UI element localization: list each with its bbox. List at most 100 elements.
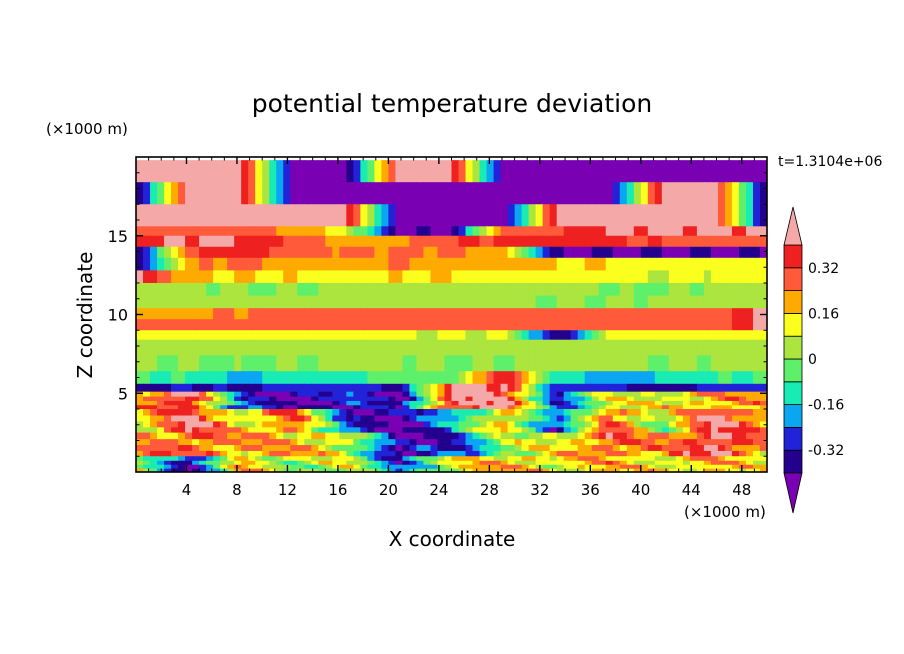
contour-cell <box>262 235 270 248</box>
contour-cell <box>325 330 333 341</box>
contour-cell <box>402 270 411 284</box>
contour-cell <box>528 450 537 457</box>
contour-cell <box>458 371 467 385</box>
contour-cell <box>472 270 481 284</box>
contour-cell <box>171 456 179 461</box>
contour-cell <box>647 283 656 297</box>
contour-cell <box>542 426 551 434</box>
contour-cell <box>584 160 593 172</box>
contour-cell <box>465 391 474 397</box>
contour-cell <box>297 383 305 393</box>
contour-cell <box>276 456 284 461</box>
contour-cell <box>150 235 158 248</box>
contour-cell <box>143 456 151 461</box>
contour-cell <box>255 391 263 397</box>
contour-cell <box>647 171 656 183</box>
contour-cell <box>724 438 733 446</box>
contour-cell <box>654 383 663 393</box>
contour-cell <box>724 283 733 297</box>
contour-cell <box>227 468 235 472</box>
contour-cell <box>409 193 418 205</box>
contour-cell <box>591 371 600 385</box>
contour-cell <box>199 226 207 237</box>
contour-cell <box>143 204 151 216</box>
contour-cell <box>423 171 432 183</box>
contour-cell <box>437 355 446 372</box>
contour-cell <box>675 371 684 385</box>
contour-cell <box>542 464 551 469</box>
contour-cell <box>738 246 747 259</box>
contour-cell <box>346 193 354 205</box>
contour-cell <box>269 171 277 183</box>
contour-cell <box>136 160 144 172</box>
contour-cell <box>745 160 754 172</box>
contour-cell <box>647 308 656 320</box>
contour-cell <box>325 464 333 469</box>
contour-cell <box>381 204 389 216</box>
contour-cell <box>262 426 270 434</box>
contour-cell <box>542 339 551 357</box>
contour-cell <box>689 371 698 385</box>
contour-cell <box>185 171 193 183</box>
contour-cell <box>409 339 418 357</box>
contour-cell <box>640 400 649 406</box>
contour-cell <box>318 246 326 259</box>
contour-cell <box>584 404 593 410</box>
contour-cell <box>528 400 537 406</box>
contour-cell <box>542 409 551 416</box>
contour-cell <box>325 215 333 227</box>
contour-cell <box>178 235 186 248</box>
contour-cell <box>437 308 446 320</box>
contour-cell <box>178 400 186 406</box>
contour-cell <box>710 330 719 341</box>
contour-cell <box>745 420 754 428</box>
contour-cell <box>402 182 411 194</box>
contour-cell <box>633 171 642 183</box>
contour-cell <box>136 330 144 341</box>
contour-cell <box>339 468 347 472</box>
contour-cell <box>381 270 389 284</box>
contour-cell <box>661 295 670 309</box>
contour-cell <box>696 339 705 357</box>
contour-cell <box>486 308 495 320</box>
contour-cell <box>206 226 214 237</box>
contour-cell <box>759 295 767 309</box>
contour-cell <box>654 404 663 410</box>
contour-cell <box>311 391 319 397</box>
contour-cell <box>465 160 474 172</box>
contour-cell <box>367 330 375 341</box>
contour-cell <box>696 319 705 331</box>
contour-cell <box>311 235 319 248</box>
contour-cell <box>493 257 502 271</box>
contour-cell <box>577 396 586 401</box>
contour-cell <box>563 339 572 357</box>
contour-cell <box>374 409 382 416</box>
contour-cell <box>248 257 256 271</box>
contour-cell <box>570 246 579 259</box>
contour-cell <box>395 426 404 434</box>
contour-cell <box>395 464 404 469</box>
contour-cell <box>402 257 411 271</box>
contour-cell <box>549 319 558 331</box>
contour-cell <box>220 391 228 397</box>
contour-cell <box>136 383 144 393</box>
contour-cell <box>311 426 319 434</box>
contour-cell <box>325 204 333 216</box>
contour-cell <box>164 339 172 357</box>
contour-cell <box>472 371 481 385</box>
contour-cell <box>206 432 214 440</box>
contour-cell <box>248 270 256 284</box>
contour-cell <box>367 432 375 440</box>
contour-cell <box>199 215 207 227</box>
contour-cell <box>696 235 705 248</box>
contour-cell <box>220 204 228 216</box>
contour-cell <box>423 409 432 416</box>
contour-cell <box>353 330 361 341</box>
contour-cell <box>759 330 767 341</box>
contour-cell <box>304 450 312 457</box>
contour-cell <box>479 414 488 422</box>
contour-cell <box>584 444 593 451</box>
contour-cell <box>283 409 291 416</box>
contour-cell <box>745 438 754 446</box>
contour-cell <box>598 215 607 227</box>
